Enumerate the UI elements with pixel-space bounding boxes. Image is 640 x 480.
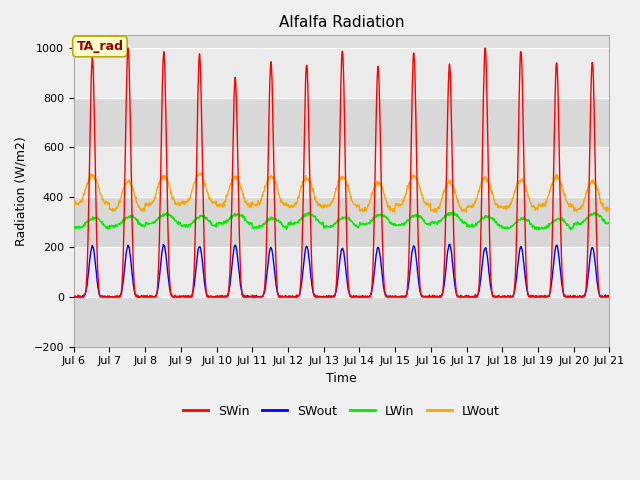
Text: TA_rad: TA_rad <box>76 40 124 53</box>
Bar <box>74 247 609 297</box>
Bar <box>74 48 609 97</box>
X-axis label: Time: Time <box>326 372 357 385</box>
Bar <box>74 197 609 247</box>
Bar <box>74 97 609 147</box>
Bar <box>74 297 609 347</box>
Legend: SWin, SWout, LWin, LWout: SWin, SWout, LWin, LWout <box>179 400 505 423</box>
Bar <box>74 147 609 197</box>
Y-axis label: Radiation (W/m2): Radiation (W/m2) <box>15 136 28 246</box>
Title: Alfalfa Radiation: Alfalfa Radiation <box>279 15 404 30</box>
